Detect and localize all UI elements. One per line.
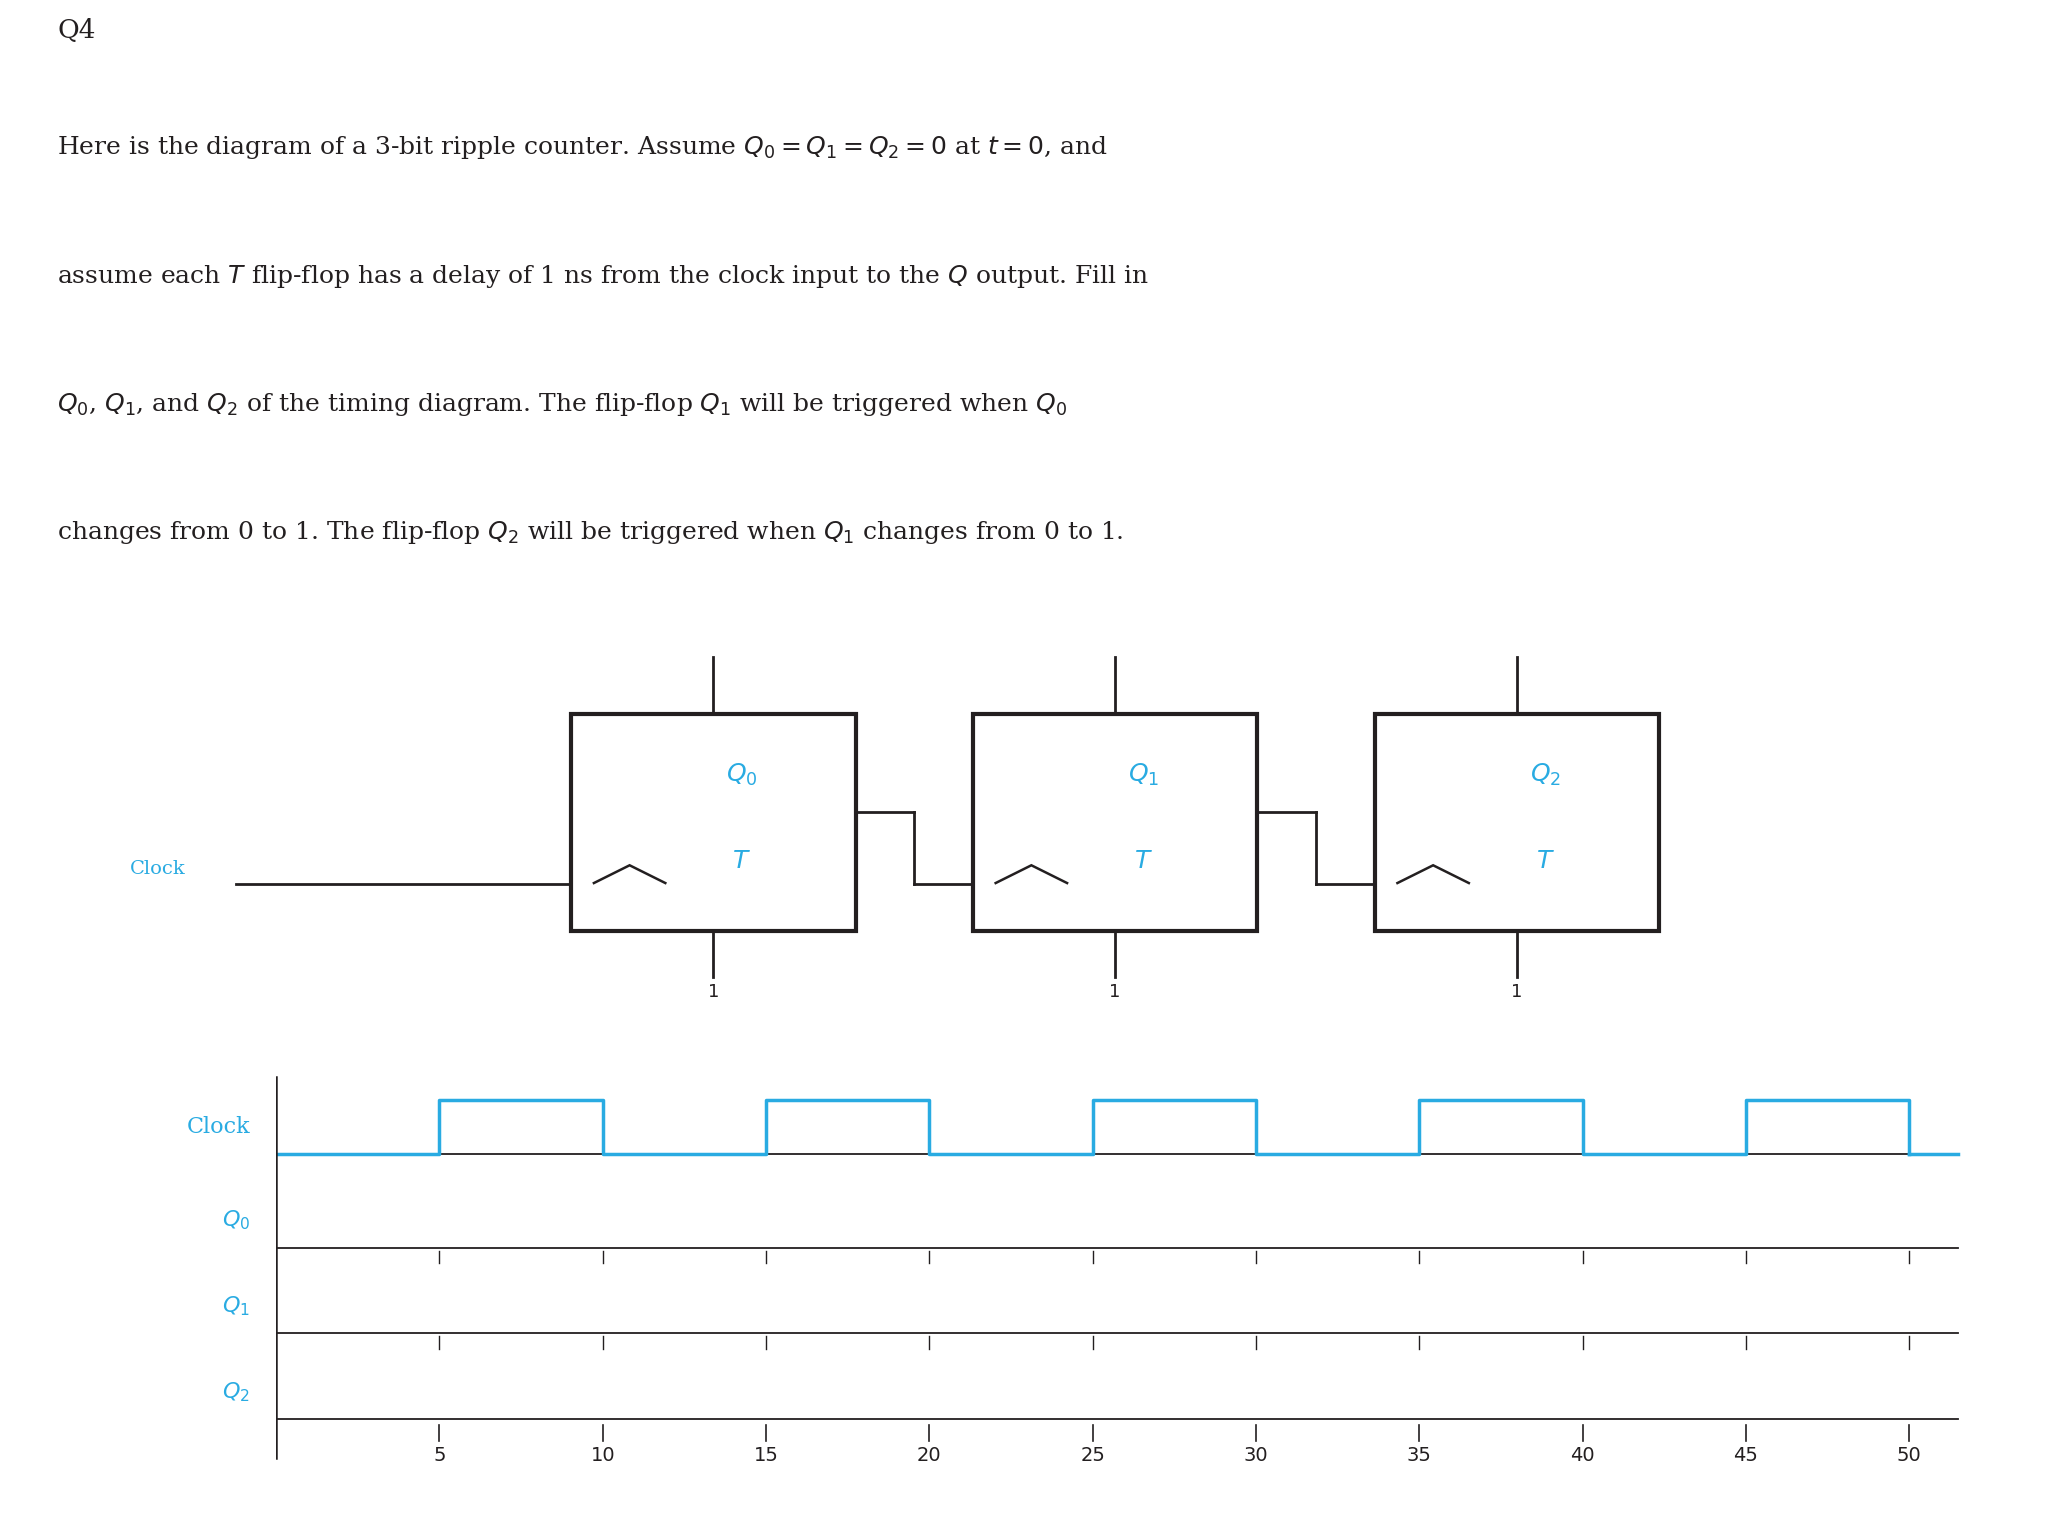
Text: $Q_2$: $Q_2$ <box>1530 762 1561 788</box>
Bar <box>571 715 855 931</box>
Text: $Q_2$: $Q_2$ <box>223 1380 250 1403</box>
Text: $Q_0$, $Q_1$, and $Q_2$ of the timing diagram. The flip-flop $Q_1$ will be trigg: $Q_0$, $Q_1$, and $Q_2$ of the timing di… <box>57 391 1068 418</box>
Text: 1: 1 <box>1512 983 1522 1002</box>
Text: 1: 1 <box>708 983 718 1002</box>
Text: $T$: $T$ <box>1133 851 1154 873</box>
Text: Here is the diagram of a 3-bit ripple counter. Assume $Q_0 = Q_1 = Q_2 = 0$ at $: Here is the diagram of a 3-bit ripple co… <box>57 134 1109 162</box>
Text: 50: 50 <box>1897 1446 1921 1466</box>
Text: assume each $T$ flip-flop has a delay of 1 ns from the clock input to the $Q$ ou: assume each $T$ flip-flop has a delay of… <box>57 263 1150 290</box>
Bar <box>1375 715 1659 931</box>
Bar <box>972 715 1258 931</box>
Text: $Q_0$: $Q_0$ <box>221 1209 250 1232</box>
Text: Clock: Clock <box>131 860 186 878</box>
Text: 1: 1 <box>1109 983 1121 1002</box>
Text: Q4: Q4 <box>57 18 96 43</box>
Text: 20: 20 <box>917 1446 941 1466</box>
Text: $T$: $T$ <box>732 851 751 873</box>
Text: $T$: $T$ <box>1537 851 1555 873</box>
Text: 35: 35 <box>1408 1446 1432 1466</box>
Text: 45: 45 <box>1733 1446 1758 1466</box>
Text: 40: 40 <box>1569 1446 1594 1466</box>
Text: 10: 10 <box>591 1446 616 1466</box>
Text: Clock: Clock <box>186 1116 250 1138</box>
Text: $Q_1$: $Q_1$ <box>1127 762 1160 788</box>
Text: $Q_0$: $Q_0$ <box>726 762 757 788</box>
Text: 15: 15 <box>753 1446 780 1466</box>
Text: $Q_1$: $Q_1$ <box>223 1295 250 1318</box>
Text: 5: 5 <box>434 1446 446 1466</box>
Text: 30: 30 <box>1244 1446 1269 1466</box>
Text: changes from 0 to 1. The flip-flop $Q_2$ will be triggered when $Q_1$ changes fr: changes from 0 to 1. The flip-flop $Q_2$… <box>57 519 1123 547</box>
Text: 25: 25 <box>1080 1446 1105 1466</box>
